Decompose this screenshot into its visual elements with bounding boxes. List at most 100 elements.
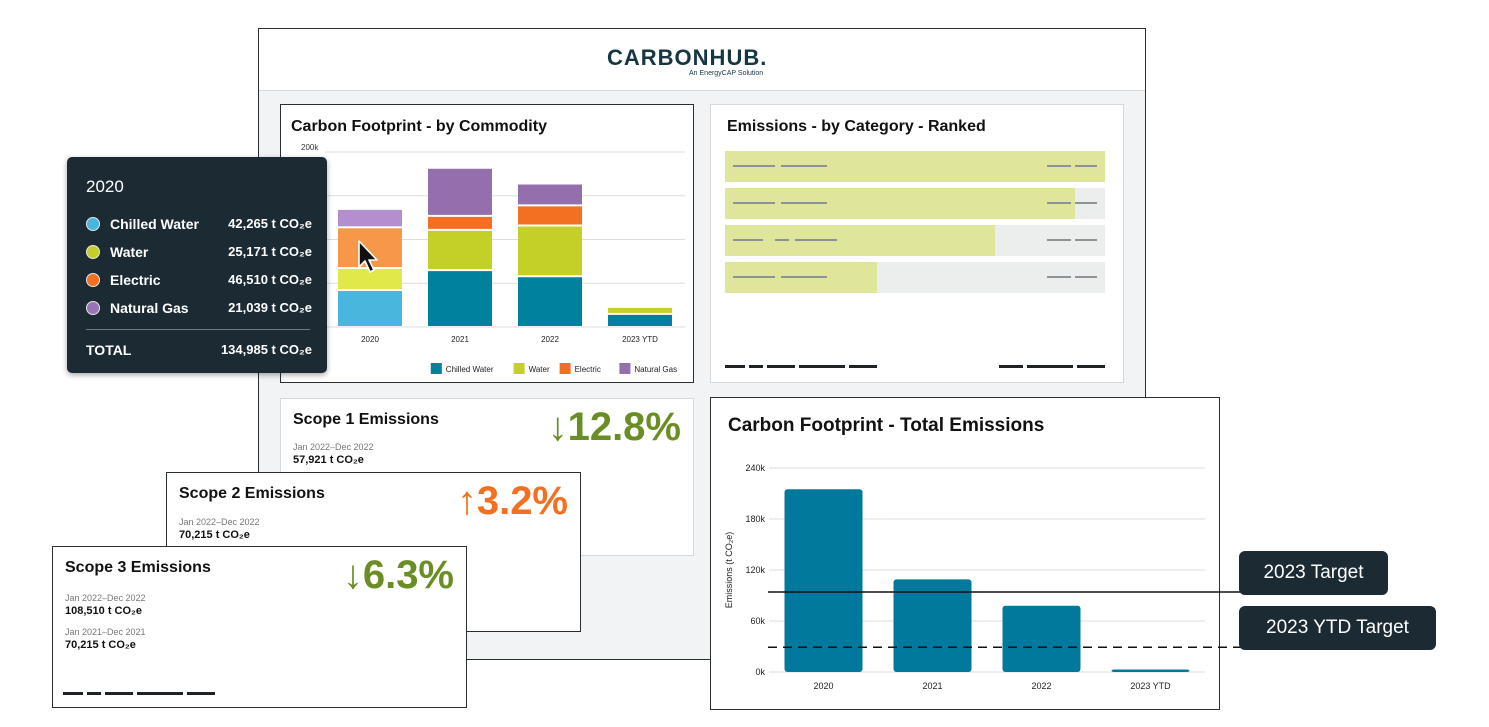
mouse-cursor-icon — [358, 240, 378, 273]
carbonhub-logo[interactable]: CARBONHUB. An EnergyCAP Solution — [607, 45, 787, 81]
stacked-bar-segment — [518, 206, 582, 225]
placeholder-dash — [781, 276, 827, 278]
ranked-row[interactable] — [725, 188, 1105, 219]
x-tick-label: 2022 — [541, 335, 559, 344]
legend-dot-icon — [86, 301, 100, 315]
legend-label: Natural Gas — [634, 365, 677, 374]
placeholder-dash — [1077, 365, 1105, 368]
y-axis-label: Emissions (t CO₂e) — [724, 532, 734, 609]
placeholder-dash — [749, 365, 763, 368]
legend-label: Chilled Water — [446, 365, 494, 374]
commodity-chart-card: Carbon Footprint - by Commodity 200k 2020… — [280, 104, 694, 383]
ranked-bar-fill — [725, 188, 1075, 219]
scope1-delta: ↓12.8% — [547, 405, 681, 449]
tooltip-total-row: TOTAL 134,985 t CO₂e — [86, 342, 312, 360]
target-2023-label: 2023 Target — [1239, 551, 1388, 595]
y-tick-label: 120k — [745, 565, 765, 575]
legend-swatch-icon — [559, 363, 571, 374]
chart-tooltip: 2020 Chilled Water 42,265 t CO₂e Water 25,1… — [67, 157, 327, 373]
scope1-title: Scope 1 Emissions — [293, 411, 439, 428]
stacked-bar-segment — [428, 216, 492, 229]
ranked-row[interactable] — [725, 151, 1105, 182]
legend-label: Water — [529, 365, 550, 374]
placeholder-dash — [1075, 239, 1097, 241]
stacked-bar-segment — [428, 230, 492, 270]
stacked-bar-segment — [608, 314, 672, 326]
y-tick-label: 180k — [745, 514, 765, 524]
tooltip-series-value: 46,510 t CO₂e — [228, 272, 312, 287]
bar — [1111, 669, 1190, 672]
ranked-row[interactable] — [725, 262, 1105, 293]
tooltip-row: Natural Gas 21,039 t CO₂e — [86, 300, 312, 318]
x-tick-label: 2022 — [1031, 681, 1051, 691]
tooltip-row: Water 25,171 t CO₂e — [86, 244, 312, 262]
stacked-bar-segment — [518, 184, 582, 205]
y-tick-label: 200k — [301, 143, 319, 152]
stacked-bar-segment — [338, 268, 402, 290]
tooltip-series-value: 25,171 t CO₂e — [228, 244, 312, 259]
tooltip-series-name: Natural Gas — [110, 300, 189, 316]
tooltip-series-name: Electric — [110, 272, 161, 288]
stacked-bar-segment — [428, 271, 492, 326]
ranked-card-title: Emissions - by Category - Ranked — [727, 118, 986, 135]
x-tick-label: 2020 — [361, 335, 379, 344]
legend-swatch-icon — [430, 363, 442, 374]
placeholder-dash — [781, 165, 827, 167]
stacked-bar-segment — [518, 226, 582, 276]
commodity-chart-title: Carbon Footprint - by Commodity — [291, 118, 547, 135]
ranked-emissions-card: Emissions - by Category - Ranked — [710, 104, 1124, 383]
scope3-period-2: Jan 2021–Dec 2021 — [65, 627, 146, 637]
placeholder-dash — [799, 365, 845, 368]
placeholder-dash — [1047, 276, 1071, 278]
y-tick-label: 60k — [750, 616, 765, 626]
tooltip-year: 2020 — [86, 177, 124, 196]
tooltip-series-value: 42,265 t CO₂e — [228, 216, 312, 231]
placeholder-dash — [1027, 365, 1073, 368]
legend-swatch-icon — [619, 363, 631, 374]
tooltip-total-label: TOTAL — [86, 342, 132, 358]
scope3-card[interactable]: Scope 3 Emissions ↓6.3% Jan 2022–Dec 202… — [52, 546, 467, 708]
x-tick-label: 2021 — [922, 681, 942, 691]
placeholder-dash — [733, 276, 775, 278]
stacked-bar-segment — [428, 168, 492, 215]
placeholder-dash — [63, 692, 83, 695]
stacked-bar-segment — [338, 209, 402, 227]
logo-subtitle: An EnergyCAP Solution — [689, 70, 764, 77]
legend-dot-icon — [86, 245, 100, 259]
y-tick-label: 240k — [745, 463, 765, 473]
placeholder-dash — [733, 239, 763, 241]
placeholder-dash — [105, 692, 133, 695]
scope1-value: 57,921 t CO₂e — [293, 454, 364, 466]
placeholder-dash — [733, 202, 775, 204]
x-tick-label: 2023 YTD — [1130, 681, 1171, 691]
placeholder-dash — [1047, 202, 1071, 204]
placeholder-dash — [1075, 202, 1097, 204]
tooltip-divider — [86, 329, 310, 330]
scope3-period-1: Jan 2022–Dec 2022 — [65, 593, 146, 603]
app-header: CARBONHUB. An EnergyCAP Solution — [259, 29, 1145, 91]
y-tick-label: 0k — [755, 667, 765, 677]
tooltip-row: Chilled Water 42,265 t CO₂e — [86, 216, 312, 234]
tooltip-series-value: 21,039 t CO₂e — [228, 300, 312, 315]
placeholder-dash — [725, 365, 745, 368]
tooltip-series-name: Chilled Water — [110, 216, 199, 232]
scope3-value-1: 108,510 t CO₂e — [65, 605, 143, 617]
scope3-delta: ↓6.3% — [342, 553, 454, 597]
placeholder-dash — [849, 365, 877, 368]
placeholder-dash — [1075, 165, 1097, 167]
scope1-period: Jan 2022–Dec 2022 — [293, 442, 374, 452]
stacked-bar-segment — [338, 291, 402, 326]
stacked-bar-segment — [608, 307, 672, 313]
placeholder-dash — [781, 202, 827, 204]
placeholder-dash — [775, 239, 789, 241]
ranked-row[interactable] — [725, 225, 1105, 256]
placeholder-dash — [795, 239, 837, 241]
target-2023-ytd-label: 2023 YTD Target — [1239, 606, 1436, 650]
tooltip-series-name: Water — [110, 244, 149, 260]
scope3-value-2: 70,215 t CO₂e — [65, 639, 136, 651]
total-emissions-bar-chart[interactable]: 0k 60k 120k 180k 240k Emissions (t CO₂e) 2020 2… — [711, 398, 1219, 709]
logo-text: CARBONHUB. — [607, 45, 768, 70]
stacked-bar-segment — [518, 277, 582, 326]
commodity-stacked-bar-chart[interactable]: 200k 2020 2021 2022 2023 YTD Natural Gas Elect… — [281, 105, 693, 382]
placeholder-dash — [1075, 276, 1097, 278]
